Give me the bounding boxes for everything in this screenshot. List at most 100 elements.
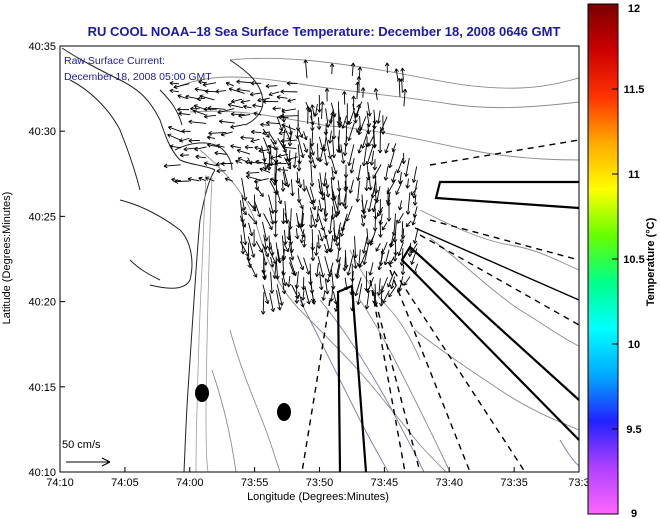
current-vector	[367, 191, 374, 213]
current-vector	[163, 163, 181, 169]
current-vector	[169, 80, 180, 86]
x-axis-label: Longitude (Degrees:Minutes)	[247, 491, 389, 503]
current-vector	[351, 95, 356, 108]
current-vector	[241, 208, 247, 216]
current-vector	[262, 99, 279, 104]
current-vector	[325, 137, 333, 160]
current-vector	[269, 292, 276, 312]
current-vector	[303, 59, 308, 79]
x-tick-label: 73:45	[371, 477, 399, 489]
current-vector	[214, 150, 227, 156]
current-vector	[389, 256, 395, 265]
buoy-marker	[277, 403, 291, 421]
current-vector	[404, 157, 410, 177]
current-vector	[241, 177, 248, 201]
current-vector	[376, 278, 382, 296]
current-vector	[397, 242, 404, 257]
current-vector	[217, 108, 235, 115]
current-vector	[365, 145, 374, 165]
current-vector	[303, 143, 309, 153]
current-vector	[400, 67, 405, 80]
current-vector	[272, 262, 278, 279]
current-vector	[196, 96, 206, 102]
current-vector	[276, 290, 282, 311]
current-vector	[389, 276, 395, 290]
current-vector	[268, 207, 275, 225]
current-vector	[248, 222, 254, 237]
current-vector	[358, 250, 368, 268]
plot-background	[60, 46, 579, 472]
current-vector	[374, 186, 381, 204]
shipping-lanes	[336, 180, 580, 473]
hudson-lane	[400, 245, 580, 441]
current-vector	[298, 291, 305, 308]
current-vector	[380, 115, 386, 135]
current-vector	[305, 106, 311, 124]
current-vector	[302, 236, 307, 248]
current-vector	[373, 88, 379, 100]
x-tick-label: 73:40	[435, 477, 463, 489]
current-vector	[204, 89, 218, 94]
current-vector	[348, 179, 354, 194]
colorbar-ticks: 12 11.5 11 10.5 10 9.5 9	[612, 3, 645, 519]
current-vector	[205, 176, 215, 182]
current-vector	[238, 113, 251, 118]
current-vector	[247, 157, 253, 165]
current-vector	[193, 109, 206, 116]
current-vector	[342, 136, 348, 156]
current-vector	[206, 135, 216, 140]
current-vector	[171, 177, 182, 183]
current-vector	[289, 262, 296, 276]
current-vector	[396, 77, 402, 97]
current-vector	[356, 164, 362, 181]
y-tick-label: 40:35	[28, 41, 56, 53]
colorbar-tick-label: 11.5	[624, 84, 645, 96]
current-vector	[272, 106, 281, 111]
coastline	[61, 47, 264, 473]
current-vector	[262, 151, 268, 171]
current-vector	[310, 104, 315, 117]
current-vector	[225, 81, 234, 87]
current-vector	[317, 256, 325, 278]
current-vector	[252, 103, 262, 108]
current-vector	[309, 186, 316, 204]
y-tick-label: 40:30	[28, 126, 56, 138]
current-vector	[314, 242, 319, 256]
current-vector	[281, 278, 287, 295]
current-vector	[241, 194, 247, 211]
current-vector	[269, 256, 275, 268]
current-vector	[361, 235, 368, 254]
current-vector	[377, 206, 384, 217]
ambrose-lane	[434, 180, 580, 210]
current-vector	[366, 277, 374, 294]
current-vector	[349, 157, 355, 174]
current-vector	[254, 200, 262, 218]
current-vector	[230, 111, 245, 117]
current-vector	[286, 276, 292, 288]
current-vector	[331, 136, 337, 159]
current-vector	[411, 214, 417, 226]
current-vector	[294, 228, 300, 240]
current-vector	[333, 227, 340, 247]
current-vector	[362, 199, 368, 215]
current-vector	[356, 283, 363, 306]
current-vector	[194, 146, 207, 152]
current-vector	[278, 130, 288, 136]
y-axis-label: Latitude (Degrees:Minutes)	[1, 192, 13, 325]
current-vector	[244, 145, 254, 150]
current-vector	[179, 152, 190, 158]
current-vector	[245, 174, 262, 181]
current-vector	[288, 243, 295, 261]
current-note-line2: December 18, 2008 05:00 GMT	[64, 71, 212, 83]
current-vector	[318, 229, 324, 242]
current-vector	[337, 116, 343, 128]
current-vector	[207, 142, 217, 148]
current-vector	[303, 257, 311, 275]
current-vector	[220, 131, 233, 137]
colorbar-tick-label: 10.5	[623, 254, 644, 266]
barnegat-lane	[336, 284, 368, 473]
current-vector	[240, 135, 254, 140]
current-vector	[203, 161, 218, 167]
current-vector	[391, 143, 397, 152]
current-vector	[281, 270, 288, 287]
